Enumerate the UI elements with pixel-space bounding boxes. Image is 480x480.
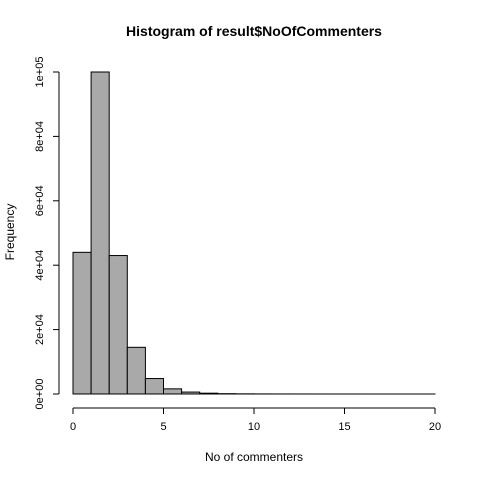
bars-group bbox=[72, 71, 436, 395]
y-tick-label-3: 6e+04 bbox=[34, 185, 46, 216]
y-tick-label-4: 8e+04 bbox=[34, 121, 46, 152]
x-axis: 0 5 10 15 20 bbox=[70, 407, 441, 433]
y-tick-label-1: 2e+04 bbox=[34, 314, 46, 345]
x-tick-label-4: 20 bbox=[429, 421, 441, 433]
y-tick-label-0: 0e+00 bbox=[34, 379, 46, 410]
y-axis: 0e+00 2e+04 4e+04 6e+04 8e+04 1e+05 bbox=[34, 57, 60, 410]
chart-title: Histogram of result$NoOfCommenters bbox=[126, 23, 382, 39]
histogram-bar-1 bbox=[90, 71, 110, 395]
histogram-bar-3 bbox=[126, 346, 146, 395]
histogram-bar-6 bbox=[181, 391, 201, 395]
y-axis-label: Frequency bbox=[3, 204, 17, 261]
x-tick-label-0: 0 bbox=[70, 421, 76, 433]
y-tick-label-2: 4e+04 bbox=[34, 250, 46, 281]
histogram-bar-0 bbox=[72, 251, 92, 395]
histogram-bar-4 bbox=[144, 378, 164, 395]
x-axis-label: No of commenters bbox=[205, 450, 303, 464]
x-tick-label-1: 5 bbox=[160, 421, 166, 433]
x-tick-label-3: 15 bbox=[338, 421, 350, 433]
y-tick-label-5: 1e+05 bbox=[34, 57, 46, 88]
x-tick-label-2: 10 bbox=[248, 421, 260, 433]
histogram-bar-5 bbox=[163, 388, 183, 395]
histogram-bar-7 bbox=[199, 392, 219, 395]
histogram-bar-2 bbox=[108, 255, 128, 395]
